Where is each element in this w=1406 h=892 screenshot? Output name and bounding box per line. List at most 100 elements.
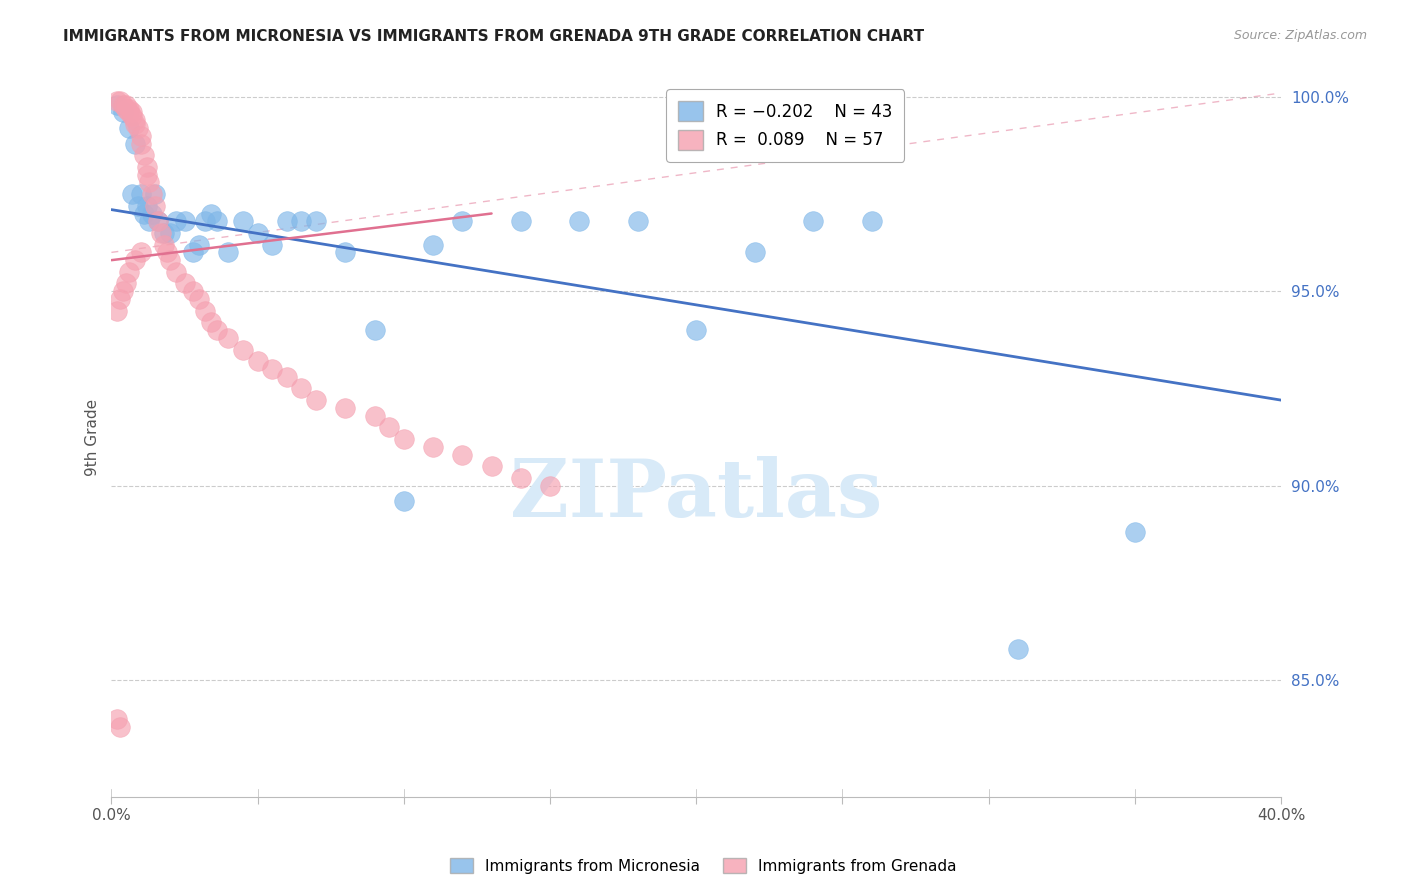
Point <box>127 199 149 213</box>
Point <box>1123 525 1146 540</box>
Point <box>363 323 385 337</box>
Point <box>165 265 187 279</box>
Point <box>188 237 211 252</box>
Point <box>112 97 135 112</box>
Point <box>200 206 222 220</box>
Point <box>124 253 146 268</box>
Point <box>173 277 195 291</box>
Point <box>138 175 160 189</box>
Point <box>205 323 228 337</box>
Point <box>538 478 561 492</box>
Point <box>188 292 211 306</box>
Point <box>138 214 160 228</box>
Point <box>685 323 707 337</box>
Point <box>159 226 181 240</box>
Point <box>105 712 128 726</box>
Point <box>335 245 357 260</box>
Text: Source: ZipAtlas.com: Source: ZipAtlas.com <box>1233 29 1367 42</box>
Point <box>132 148 155 162</box>
Point <box>129 245 152 260</box>
Point <box>181 285 204 299</box>
Text: IMMIGRANTS FROM MICRONESIA VS IMMIGRANTS FROM GRENADA 9TH GRADE CORRELATION CHAR: IMMIGRANTS FROM MICRONESIA VS IMMIGRANTS… <box>63 29 924 44</box>
Point <box>118 105 141 120</box>
Text: ZIPatlas: ZIPatlas <box>510 456 883 533</box>
Y-axis label: 9th Grade: 9th Grade <box>86 399 100 475</box>
Point <box>246 354 269 368</box>
Legend: R = −0.202    N = 43, R =  0.089    N = 57: R = −0.202 N = 43, R = 0.089 N = 57 <box>666 89 904 161</box>
Point <box>290 214 312 228</box>
Point <box>141 187 163 202</box>
Point <box>141 206 163 220</box>
Point <box>112 285 135 299</box>
Point <box>744 245 766 260</box>
Point <box>568 214 591 228</box>
Point <box>143 187 166 202</box>
Point <box>194 303 217 318</box>
Point <box>129 136 152 151</box>
Point <box>481 459 503 474</box>
Point <box>217 331 239 345</box>
Point <box>121 187 143 202</box>
Point <box>1007 642 1029 657</box>
Point <box>860 214 883 228</box>
Point <box>262 237 284 252</box>
Point <box>153 226 176 240</box>
Point <box>150 226 173 240</box>
Point <box>305 393 328 408</box>
Point <box>232 214 254 228</box>
Point <box>124 113 146 128</box>
Point <box>217 245 239 260</box>
Point <box>422 440 444 454</box>
Legend: Immigrants from Micronesia, Immigrants from Grenada: Immigrants from Micronesia, Immigrants f… <box>443 852 963 880</box>
Point <box>627 214 650 228</box>
Point <box>124 136 146 151</box>
Point <box>422 237 444 252</box>
Point <box>135 160 157 174</box>
Point <box>129 187 152 202</box>
Point <box>132 206 155 220</box>
Point <box>205 214 228 228</box>
Point <box>143 199 166 213</box>
Point <box>509 471 531 485</box>
Point <box>115 102 138 116</box>
Point <box>108 94 131 108</box>
Point <box>451 214 474 228</box>
Point <box>801 214 824 228</box>
Point <box>153 237 176 252</box>
Point <box>118 102 141 116</box>
Point <box>108 720 131 734</box>
Point <box>159 253 181 268</box>
Point <box>129 128 152 143</box>
Point <box>121 105 143 120</box>
Point <box>363 409 385 423</box>
Point <box>121 109 143 123</box>
Point <box>392 494 415 508</box>
Point <box>173 214 195 228</box>
Point <box>276 369 298 384</box>
Point <box>290 381 312 395</box>
Point <box>392 432 415 446</box>
Point <box>262 362 284 376</box>
Point <box>148 214 170 228</box>
Point <box>181 245 204 260</box>
Point <box>378 420 401 434</box>
Point <box>305 214 328 228</box>
Point <box>135 168 157 182</box>
Point <box>276 214 298 228</box>
Point <box>156 245 179 260</box>
Point <box>335 401 357 415</box>
Point <box>246 226 269 240</box>
Point <box>127 120 149 135</box>
Point <box>118 265 141 279</box>
Point <box>112 105 135 120</box>
Point <box>200 315 222 329</box>
Point <box>115 277 138 291</box>
Point <box>135 199 157 213</box>
Point <box>124 117 146 131</box>
Point <box>115 97 138 112</box>
Point <box>118 120 141 135</box>
Point <box>105 94 128 108</box>
Point <box>451 448 474 462</box>
Point <box>165 214 187 228</box>
Point <box>194 214 217 228</box>
